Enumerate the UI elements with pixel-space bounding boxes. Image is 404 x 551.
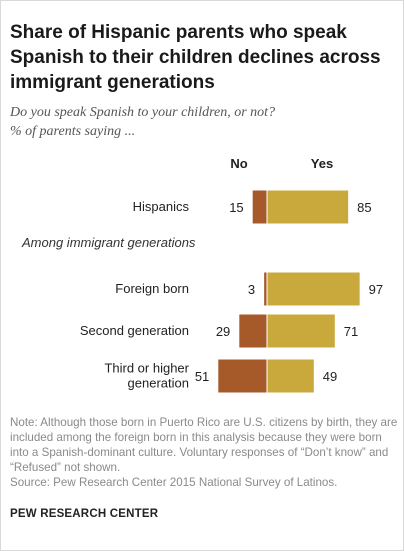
source-text: Source: Pew Research Center 2015 Nationa… [10, 476, 338, 489]
subtitle-question: Do you speak Spanish to your children, o… [10, 105, 276, 120]
bar-no [264, 272, 267, 306]
bar-no [218, 359, 267, 393]
bar-no [252, 190, 267, 224]
value-label-no: 3 [248, 282, 255, 297]
category-label: Third or higher generation [104, 361, 189, 391]
subtitle-unit: % of parents saying ... [10, 124, 136, 139]
bar-no [239, 314, 267, 348]
chart-subtitle: Do you speak Spanish to your children, o… [10, 103, 395, 141]
category-label: Hispanics [133, 199, 190, 214]
legend-no: No [230, 156, 247, 171]
chart-title: Share of Hispanic parents who speak Span… [10, 22, 381, 93]
chart-note: Note: Although those born in Puerto Rico… [10, 415, 398, 490]
value-label-yes: 49 [323, 369, 337, 384]
category-label: Foreign born [115, 281, 189, 296]
section-label: Among immigrant generations [21, 235, 196, 250]
bar-yes [267, 359, 314, 393]
value-label-no: 15 [229, 200, 243, 215]
legend-yes: Yes [311, 156, 333, 171]
value-label-yes: 71 [344, 324, 358, 339]
value-label-yes: 97 [369, 282, 383, 297]
bar-yes [267, 190, 349, 224]
note-text: Note: Although those born in Puerto Rico… [10, 416, 398, 474]
value-label-no: 29 [216, 324, 230, 339]
bar-yes [267, 272, 360, 306]
diverging-bar-chart: No Yes Among immigrant generations Hispanic… [21, 156, 383, 393]
bar-yes [267, 314, 335, 348]
category-label: Second generation [80, 323, 189, 338]
brand-footer: PEW RESEARCH CENTER [10, 508, 159, 520]
value-label-no: 51 [195, 369, 209, 384]
value-label-yes: 85 [357, 200, 371, 215]
